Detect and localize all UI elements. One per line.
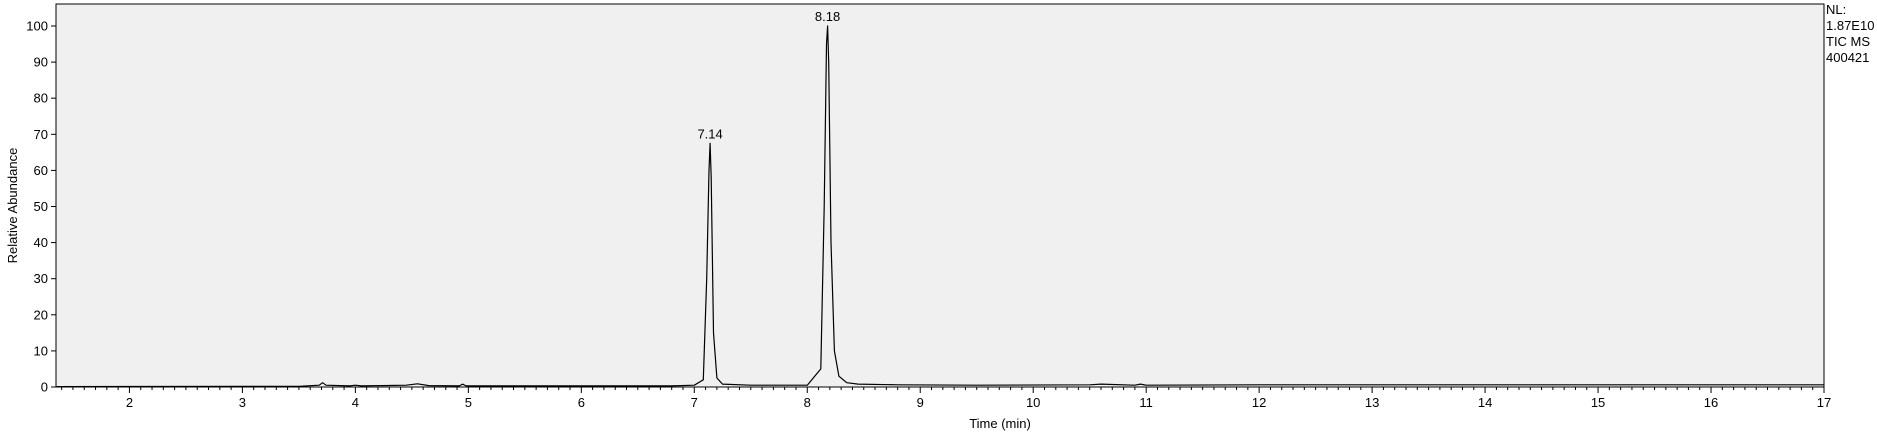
y-tick-label: 20 xyxy=(34,307,48,322)
x-tick-label: 6 xyxy=(578,395,585,410)
y-tick-label: 0 xyxy=(41,380,48,395)
x-tick-label: 10 xyxy=(1026,395,1040,410)
x-tick-label: 12 xyxy=(1252,395,1266,410)
side-info-panel: NL: 1.87E10 TIC MS 400421 xyxy=(1826,2,1874,66)
plot-area xyxy=(55,3,1825,388)
x-tick-label: 11 xyxy=(1139,395,1153,410)
y-tick-label: 40 xyxy=(34,235,48,250)
x-tick-label: 4 xyxy=(352,395,359,410)
series-line xyxy=(55,25,1824,388)
y-tick-label: 60 xyxy=(34,163,48,178)
x-tick-label: 7 xyxy=(691,395,698,410)
y-axis-label: Relative Abundance xyxy=(5,148,20,264)
y-tick-label: 80 xyxy=(34,91,48,106)
x-tick-label: 9 xyxy=(917,395,924,410)
y-tick-label: 30 xyxy=(34,271,48,286)
x-tick-label: 5 xyxy=(465,395,472,410)
y-tick-label: 50 xyxy=(34,199,48,214)
x-tick-label: 2 xyxy=(126,395,133,410)
x-axis-label: Time (min) xyxy=(969,416,1031,431)
y-tick-label: 100 xyxy=(26,19,48,34)
x-tick-label: 17 xyxy=(1817,395,1831,410)
nl-label: NL: xyxy=(1826,2,1847,17)
peak-label: 8.18 xyxy=(815,9,840,24)
x-tick-label: 15 xyxy=(1591,395,1605,410)
x-tick-label: 13 xyxy=(1365,395,1379,410)
y-tick-label: 10 xyxy=(34,343,48,358)
x-tick-label: 8 xyxy=(804,395,811,410)
x-tick-label: 3 xyxy=(239,395,246,410)
y-tick-label: 90 xyxy=(34,55,48,70)
x-tick-label: 16 xyxy=(1704,395,1718,410)
sample-id: 400421 xyxy=(1826,50,1870,65)
trace-type: TIC MS xyxy=(1826,34,1871,49)
y-tick-label: 70 xyxy=(34,127,48,142)
nl-value: 1.87E10 xyxy=(1826,18,1875,33)
peak-label: 7.14 xyxy=(697,126,722,141)
x-tick-label: 14 xyxy=(1478,395,1492,410)
